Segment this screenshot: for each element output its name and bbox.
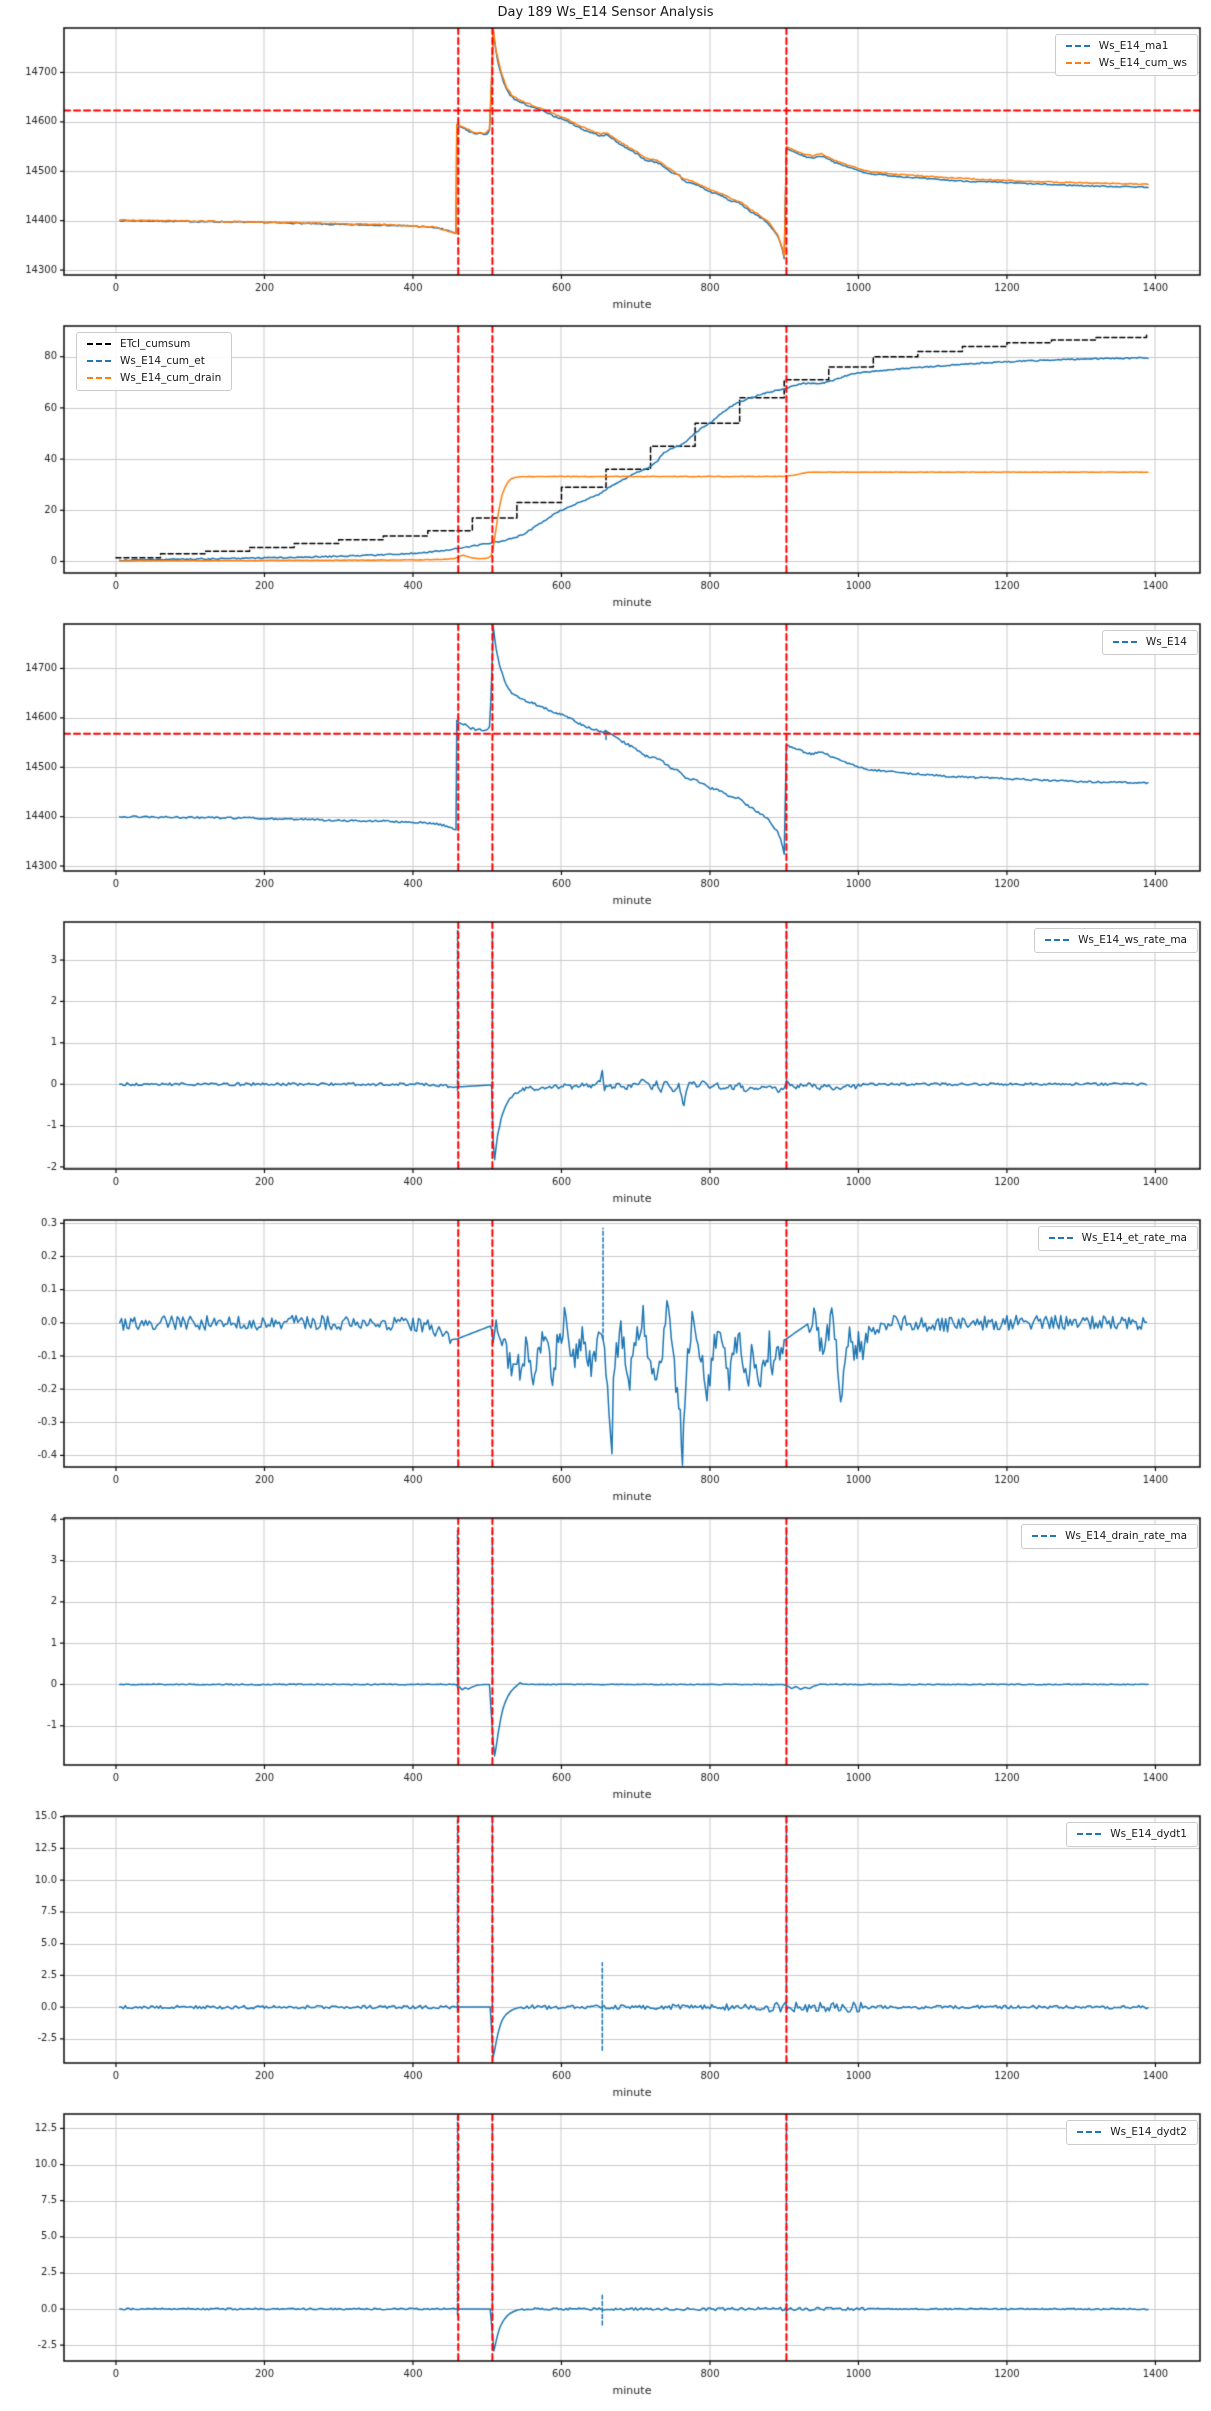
- legend-panel-3: Ws_E14: [1101, 630, 1198, 655]
- legend-label: Ws_E14: [1145, 636, 1187, 648]
- chart-panel-2: ETcI_cumsum Ws_E14_cum_et Ws_E14_cum_drain: [0, 320, 1211, 618]
- legend-label: Ws_E14_dydt1: [1110, 1828, 1187, 1840]
- chart-canvas-3: [0, 618, 1211, 916]
- legend-line-sample-icon: [1077, 1833, 1102, 1835]
- chart-canvas-6: [0, 1512, 1211, 1810]
- chart-canvas-1: [0, 22, 1211, 320]
- legend-entry: ETcI_cumsum: [87, 338, 221, 350]
- legend-line-sample-icon: [1032, 1535, 1057, 1537]
- legend-panel-8: Ws_E14_dydt2: [1066, 2120, 1198, 2145]
- legend-line-sample-icon: [1065, 45, 1090, 47]
- legend-panel-5: Ws_E14_et_rate_ma: [1037, 1226, 1198, 1251]
- chart-canvas-4: [0, 916, 1211, 1214]
- legend-entry: Ws_E14_cum_drain: [87, 372, 221, 384]
- legend-panel-1: Ws_E14_ma1 Ws_E14_cum_ws: [1054, 34, 1198, 76]
- legend-panel-4: Ws_E14_ws_rate_ma: [1034, 928, 1198, 953]
- legend-entry: Ws_E14_cum_ws: [1065, 57, 1187, 69]
- legend-line-sample-icon: [87, 377, 111, 379]
- legend-line-sample-icon: [87, 360, 111, 362]
- legend-line-sample-icon: [1065, 62, 1090, 64]
- chart-panel-6: Ws_E14_drain_rate_ma: [0, 1512, 1211, 1810]
- legend-entry: Ws_E14_ma1: [1065, 40, 1187, 52]
- legend-entry: Ws_E14_cum_et: [87, 355, 221, 367]
- legend-entry: Ws_E14: [1112, 636, 1187, 648]
- legend-label: Ws_E14_cum_drain: [120, 372, 222, 384]
- legend-entry: Ws_E14_drain_rate_ma: [1032, 1530, 1187, 1542]
- legend-panel-6: Ws_E14_drain_rate_ma: [1021, 1524, 1198, 1549]
- legend-line-sample-icon: [1112, 641, 1137, 643]
- legend-line-sample-icon: [87, 343, 111, 345]
- legend-panel-2: ETcI_cumsum Ws_E14_cum_et Ws_E14_cum_drain: [76, 332, 233, 391]
- legend-label: Ws_E14_ma1: [1098, 40, 1169, 52]
- chart-panel-7: Ws_E14_dydt1: [0, 1810, 1211, 2108]
- chart-panel-4: Ws_E14_ws_rate_ma: [0, 916, 1211, 1214]
- legend-entry: Ws_E14_dydt1: [1077, 1828, 1187, 1840]
- legend-label: Ws_E14_cum_ws: [1098, 57, 1187, 69]
- legend-label: Ws_E14_et_rate_ma: [1081, 1232, 1187, 1244]
- legend-label: Ws_E14_drain_rate_ma: [1065, 1530, 1187, 1542]
- legend-label: Ws_E14_cum_et: [120, 355, 205, 367]
- legend-label: Ws_E14_ws_rate_ma: [1078, 934, 1187, 946]
- legend-entry: Ws_E14_ws_rate_ma: [1045, 934, 1187, 946]
- legend-entry: Ws_E14_et_rate_ma: [1048, 1232, 1187, 1244]
- chart-canvas-8: [0, 2108, 1211, 2406]
- chart-canvas-7: [0, 1810, 1211, 2108]
- legend-panel-7: Ws_E14_dydt1: [1066, 1822, 1198, 1847]
- chart-panel-1: Ws_E14_ma1 Ws_E14_cum_ws: [0, 22, 1211, 320]
- legend-label: Ws_E14_dydt2: [1110, 2126, 1187, 2138]
- legend-line-sample-icon: [1045, 939, 1070, 941]
- chart-panel-5: Ws_E14_et_rate_ma: [0, 1214, 1211, 1512]
- chart-panel-8: Ws_E14_dydt2: [0, 2108, 1211, 2406]
- legend-label: ETcI_cumsum: [120, 338, 191, 350]
- legend-entry: Ws_E14_dydt2: [1077, 2126, 1187, 2138]
- chart-canvas-5: [0, 1214, 1211, 1512]
- legend-line-sample-icon: [1077, 2131, 1102, 2133]
- legend-line-sample-icon: [1048, 1237, 1073, 1239]
- figure-title: Day 189 Ws_E14 Sensor Analysis: [497, 5, 714, 20]
- chart-panel-3: Ws_E14: [0, 618, 1211, 916]
